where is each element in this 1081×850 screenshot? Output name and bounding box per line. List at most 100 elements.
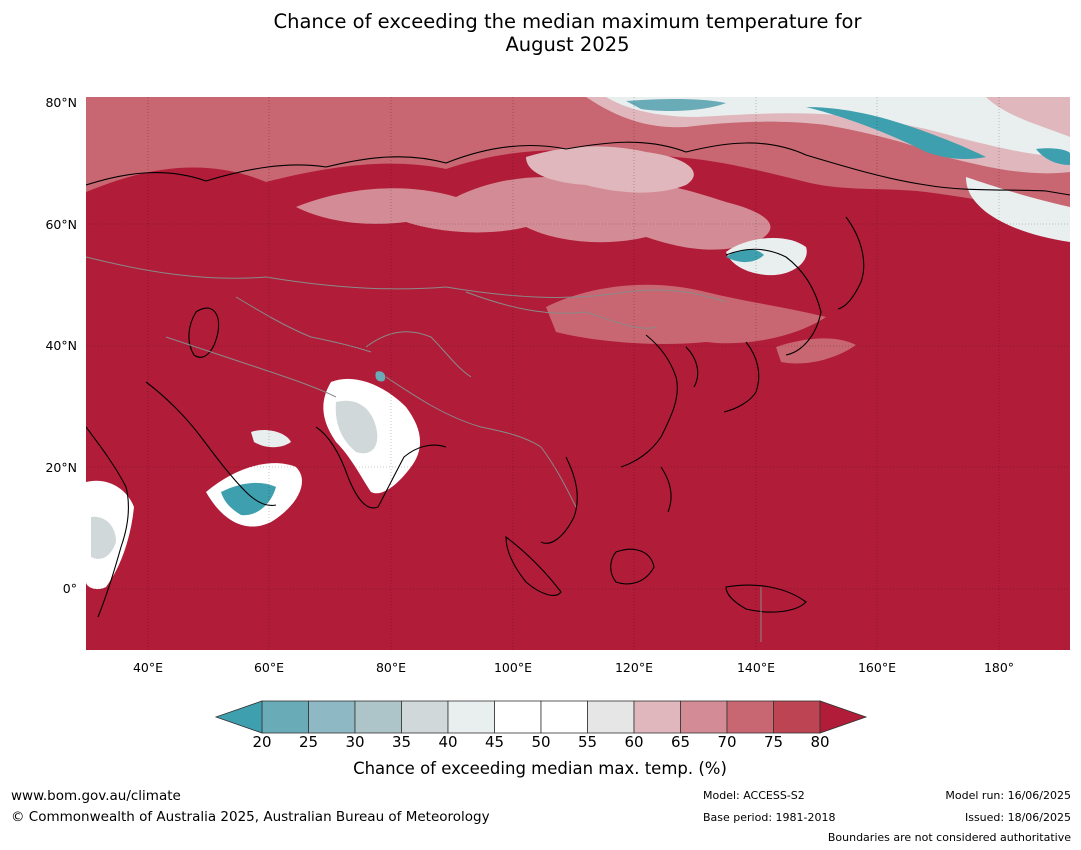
chart-title: Chance of exceeding the median maximum t… — [0, 10, 1081, 56]
boundary-central-asia — [235, 296, 372, 353]
lon-label-160E: 160°E — [857, 660, 896, 675]
lon-label-180: 180° — [983, 660, 1015, 675]
coastline-africa — [86, 426, 130, 618]
graticule — [86, 97, 1070, 650]
coastline-kamchatka — [837, 216, 865, 310]
zone-mongolia-pink — [546, 284, 826, 344]
coastline-arabia — [145, 381, 277, 506]
lon-label-100E: 100°E — [493, 660, 532, 675]
lat-label-20N: 20°N — [45, 460, 77, 475]
zone-east-africa-light — [91, 516, 116, 559]
probability-zone-india — [323, 371, 421, 494]
coastline-korea — [685, 346, 699, 388]
coastline-china-east — [620, 334, 678, 468]
colorbar-tick-35: 35 — [391, 733, 412, 751]
colorbar-segment-20-25 — [261, 700, 309, 734]
colorbar-tick-30: 30 — [345, 733, 365, 751]
probability-map — [86, 97, 1070, 650]
colorbar-under-arrow — [214, 700, 263, 734]
lon-label-60E: 60°E — [253, 660, 285, 675]
coastline-arctic — [86, 141, 1070, 196]
footer-copyright: © Commonwealth of Australia 2025, Austra… — [11, 809, 490, 825]
probability-zone-arabian-sea — [206, 430, 302, 527]
colorbar-segment-50-55 — [540, 700, 588, 734]
colorbar-tick-60: 60 — [624, 733, 644, 751]
colorbar-tick-55: 55 — [577, 733, 598, 751]
colorbar-segment-60-65 — [633, 700, 681, 734]
colorbar-tick-75: 75 — [763, 733, 784, 751]
zone-kamchatka-pale — [966, 177, 1070, 242]
coastline-philippines — [660, 466, 672, 513]
footer-website[interactable]: www.bom.gov.au/climate — [11, 788, 181, 804]
zone-india-light — [335, 400, 378, 454]
lat-label-80N: 80°N — [45, 95, 77, 110]
colorbar-tick-65: 65 — [670, 733, 691, 751]
boundary-indochina — [540, 446, 577, 508]
colorbar-tick-80: 80 — [810, 733, 830, 751]
zone-north-arctic-blue-1 — [626, 99, 726, 111]
zone-persian-gulf-white — [251, 430, 291, 448]
lon-label-140E: 140°E — [736, 660, 775, 675]
zone-north-arctic-blue-3 — [1036, 148, 1070, 165]
lon-label-40E: 40°E — [132, 660, 164, 675]
colorbar-segment-55-60 — [587, 700, 635, 734]
zone-japan-pink — [776, 338, 856, 364]
colorbar-segment-75-80 — [773, 700, 821, 734]
probability-zone-central-asia — [546, 284, 856, 364]
boundary-russia-south — [86, 256, 727, 303]
zone-north-arctic-white — [606, 97, 1070, 157]
title-line-2: August 2025 — [505, 33, 630, 56]
lat-label-60N: 60°N — [45, 217, 77, 232]
footer-model-run: Model run: 16/06/2025 — [945, 789, 1071, 802]
lat-label-0: 0° — [62, 581, 77, 596]
colorbar-over-arrow — [819, 700, 868, 734]
zone-okhotsk-pale — [726, 237, 807, 276]
colorbar-segment-65-70 — [680, 700, 728, 734]
colorbar-segment-30-35 — [354, 700, 402, 734]
zone-pakistan-blue — [375, 371, 386, 382]
colorbar-segment-40-45 — [447, 700, 495, 734]
title-line-1: Chance of exceeding the median maximum t… — [273, 10, 862, 33]
zone-okhotsk-blue — [726, 249, 764, 263]
coastline-japan — [723, 341, 760, 413]
colorbar-tick-25: 25 — [298, 733, 319, 751]
colorbar-segments — [261, 700, 821, 734]
colorbar-label: Chance of exceeding median max. temp. (%… — [353, 759, 727, 778]
coastline-borneo — [610, 548, 655, 585]
coastline-caspian — [188, 307, 220, 358]
zone-north-arctic-blue-2 — [806, 107, 986, 160]
colorbar-tick-40: 40 — [438, 733, 458, 751]
coastlines — [86, 141, 1070, 618]
zone-60-band — [526, 146, 694, 193]
colorbar-tick-45: 45 — [484, 733, 505, 751]
coastline-sumatra — [505, 535, 562, 596]
lat-label-40N: 40°N — [45, 338, 77, 353]
coastline-indochina — [540, 456, 578, 544]
coastline-new-guinea — [725, 584, 807, 613]
colorbar-tick-70: 70 — [717, 733, 737, 751]
coastline-okhotsk — [725, 248, 822, 356]
probability-zone-northern-siberia — [86, 97, 1070, 250]
coastline-india — [315, 426, 447, 509]
colorbar-segment-70-75 — [726, 700, 774, 734]
colorbar-tick-20: 20 — [252, 733, 272, 751]
lon-label-80E: 80°E — [375, 660, 407, 675]
boundary-middle-east — [165, 336, 337, 398]
zone-arabian-blue — [221, 482, 276, 516]
map-canvas — [86, 97, 1070, 650]
probability-zone-okhotsk — [726, 237, 807, 276]
footer-disclaimer: Boundaries are not considered authoritat… — [827, 831, 1071, 844]
colorbar-tick-50: 50 — [531, 733, 551, 751]
colorbar-segment-25-30 — [308, 700, 356, 734]
footer-model: Model: ACCESS-S2 — [703, 789, 805, 802]
footer-base-period: Base period: 1981-2018 — [703, 811, 836, 824]
lon-label-120E: 120°E — [614, 660, 653, 675]
colorbar-segment-45-50 — [494, 700, 542, 734]
zone-70-band — [86, 97, 1070, 212]
zone-65-band — [296, 177, 771, 250]
boundary-china-west — [365, 331, 472, 378]
boundary-himalaya — [385, 376, 542, 448]
probability-zone-east-africa — [86, 480, 134, 590]
political-boundaries — [86, 256, 762, 642]
boundary-mongolia — [465, 291, 657, 329]
